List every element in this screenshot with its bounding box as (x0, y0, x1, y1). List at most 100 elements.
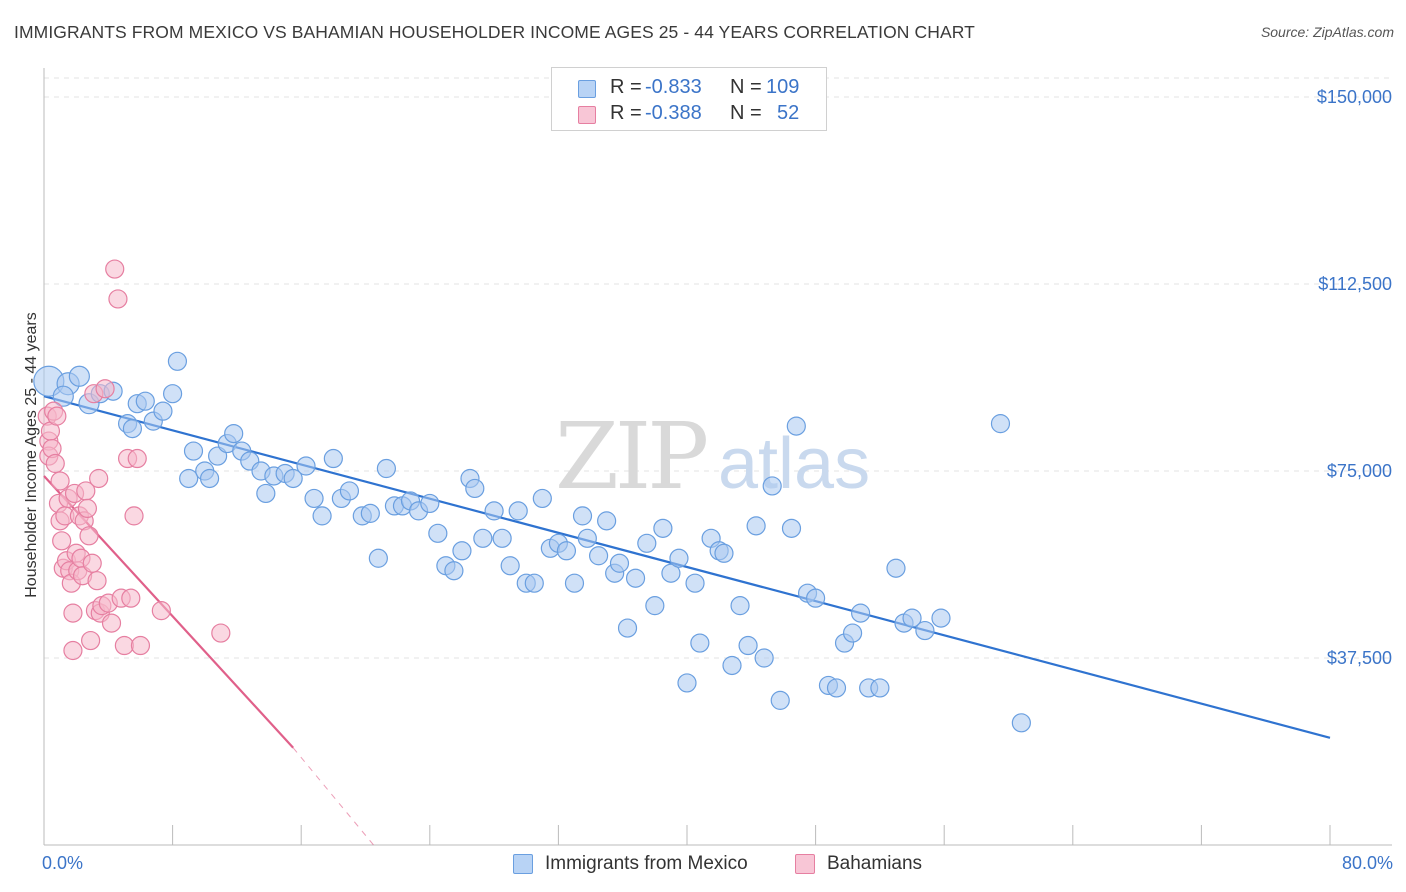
point-mexico (68, 365, 90, 387)
point-bahamians (50, 471, 70, 491)
point-mexico (564, 573, 585, 593)
legend-row-bahamians: R = -0.388 N = 52 (552, 102, 826, 128)
point-bahamians (89, 468, 109, 489)
correlation-legend: R = -0.833 N = 109 R = -0.388 N = 52 (551, 67, 827, 131)
point-mexico (826, 678, 847, 698)
y-tick-labels: $37,500 $75,000 $112,500 $150,000 (1317, 87, 1392, 668)
point-bahamians (108, 289, 128, 309)
legend-r-label: R = (610, 76, 642, 98)
point-mexico (661, 563, 681, 583)
point-bahamians (81, 630, 101, 651)
source-credit: Source: ZipAtlas.com (1260, 24, 1394, 40)
point-mexico (714, 543, 734, 563)
point-bahamians (63, 640, 83, 661)
point-mexico (376, 458, 396, 479)
point-mexico (135, 391, 155, 411)
y-tick-label: $75,000 (1327, 461, 1392, 481)
point-bahamians (79, 526, 99, 546)
point-mexico (842, 623, 863, 643)
y-tick-label: $150,000 (1317, 87, 1392, 107)
point-mexico (428, 523, 448, 543)
point-mexico (931, 608, 951, 628)
point-mexico (722, 655, 742, 676)
point-mexico (851, 603, 871, 623)
legend-n-value: 52 (777, 102, 800, 124)
point-mexico (1011, 713, 1031, 733)
point-mexico (577, 528, 597, 548)
point-mexico (283, 468, 303, 489)
point-mexico (597, 511, 617, 531)
point-mexico (690, 633, 710, 653)
point-mexico (781, 518, 802, 538)
point-mexico (669, 548, 689, 568)
legend-n-label: N = (730, 76, 762, 98)
point-mexico (199, 468, 220, 489)
point-bahamians (77, 498, 98, 518)
point-mexico (902, 608, 922, 628)
point-bahamians (130, 635, 151, 656)
point-bahamians (114, 635, 134, 656)
x-tick-label-min: 0.0% (42, 853, 83, 873)
point-mexico (304, 488, 324, 509)
points-mexico (33, 351, 1031, 733)
trendline-mexico-line (43, 395, 1331, 739)
legend-n-value: 109 (766, 76, 800, 98)
point-mexico (508, 501, 528, 521)
point-bahamians (63, 603, 83, 623)
point-bahamians (47, 406, 67, 426)
watermark-zip: ZIP (555, 403, 706, 510)
point-bahamians (151, 601, 171, 621)
point-mexico (770, 690, 790, 710)
point-mexico (500, 556, 520, 576)
legend-swatch-blue (578, 80, 596, 98)
point-mexico (532, 488, 552, 509)
point-mexico (368, 548, 388, 568)
point-mexico (617, 618, 638, 638)
point-mexico (256, 483, 276, 504)
point-bahamians (95, 379, 115, 399)
point-mexico (805, 588, 826, 608)
y-tick-label: $112,500 (1318, 274, 1392, 294)
point-mexico (122, 419, 143, 439)
point-mexico (730, 596, 750, 616)
points-bahamians (37, 259, 231, 661)
bottom-legend-label-mexico: Immigrants from Mexico (545, 853, 748, 874)
chart-title: IMMIGRANTS FROM MEXICO VS BAHAMIAN HOUSE… (14, 22, 975, 42)
point-mexico (746, 516, 766, 536)
legend-row-mexico: R = -0.833 N = 109 (552, 76, 826, 102)
point-mexico (465, 478, 485, 499)
point-bahamians (82, 553, 102, 573)
point-mexico (588, 546, 609, 566)
point-bahamians (127, 448, 147, 469)
point-mexico (738, 635, 758, 656)
bottom-legend-swatch-blue (513, 854, 533, 874)
point-mexico (339, 481, 360, 501)
point-bahamians (87, 571, 107, 591)
point-mexico (870, 678, 890, 698)
point-mexico (637, 533, 657, 553)
watermark: ZIP atlas (555, 403, 870, 510)
legend-r-value: -0.388 (645, 102, 702, 124)
watermark-atlas: atlas (718, 424, 870, 504)
point-bahamians (105, 259, 125, 279)
point-mexico (473, 528, 493, 548)
legend-swatch-pink (578, 106, 596, 124)
point-mexico (572, 506, 593, 526)
x-tick-labels: 0.0% 80.0% (42, 853, 1393, 873)
point-mexico (296, 456, 316, 476)
point-bahamians (52, 531, 72, 551)
point-mexico (492, 528, 512, 548)
y-axis-label: Householder Income Ages 25 - 44 years (23, 312, 40, 598)
point-mexico (167, 351, 188, 371)
point-mexico (420, 493, 440, 514)
y-tick-label: $37,500 (1327, 648, 1392, 668)
point-mexico (886, 558, 906, 578)
point-mexico (653, 518, 673, 538)
point-mexico (645, 596, 665, 616)
point-mexico (915, 620, 935, 641)
point-mexico (762, 476, 782, 496)
trendline-bahamians-extension (292, 747, 374, 846)
point-mexico (677, 673, 697, 693)
bottom-legend-label-bahamians: Bahamians (827, 853, 923, 874)
